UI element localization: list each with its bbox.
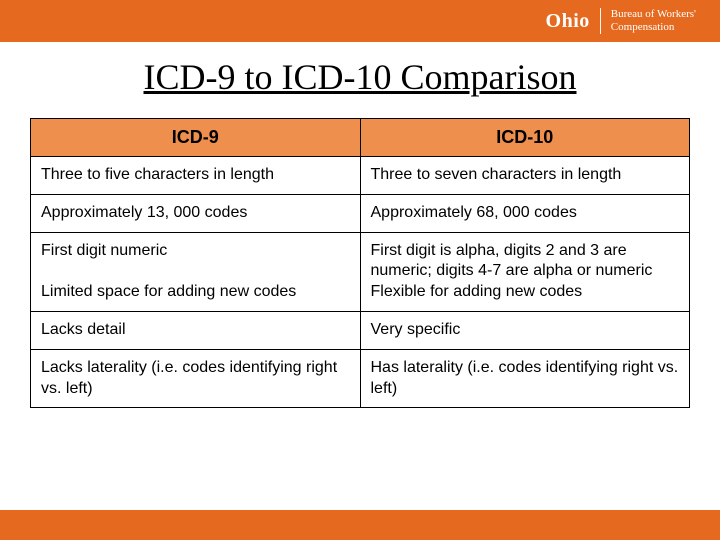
brand-state: Ohio — [546, 10, 590, 33]
table-cell: Has laterality (i.e. codes identifying r… — [360, 349, 690, 408]
table-header-cell: ICD-10 — [360, 119, 690, 157]
table-cell: Approximately 68, 000 codes — [360, 194, 690, 232]
brand: Ohio Bureau of Workers' Compensation — [546, 8, 696, 34]
table-cell: Very specific — [360, 311, 690, 349]
footer-bar — [0, 510, 720, 540]
brand-department: Bureau of Workers' Compensation — [611, 8, 696, 33]
table-cell: First digit numeric Limited space for ad… — [31, 232, 361, 311]
brand-dept-line1: Bureau of Workers' — [611, 8, 696, 20]
page-title: ICD-9 to ICD-10 Comparison — [0, 56, 720, 98]
table-header-cell: ICD-9 — [31, 119, 361, 157]
brand-separator — [600, 8, 601, 34]
table-cell: Lacks laterality (i.e. codes identifying… — [31, 349, 361, 408]
comparison-table-container: ICD-9 ICD-10 Three to five characters in… — [0, 118, 720, 408]
comparison-table: ICD-9 ICD-10 Three to five characters in… — [30, 118, 690, 408]
header-bar: Ohio Bureau of Workers' Compensation — [0, 0, 720, 42]
table-cell: Approximately 13, 000 codes — [31, 194, 361, 232]
table-row: Approximately 13, 000 codes Approximatel… — [31, 194, 690, 232]
table-row: Lacks laterality (i.e. codes identifying… — [31, 349, 690, 408]
table-cell: First digit is alpha, digits 2 and 3 are… — [360, 232, 690, 311]
brand-dept-line2: Compensation — [611, 21, 675, 33]
table-cell: Three to five characters in length — [31, 157, 361, 195]
table-cell: Lacks detail — [31, 311, 361, 349]
table-row: Lacks detail Very specific — [31, 311, 690, 349]
table-header-row: ICD-9 ICD-10 — [31, 119, 690, 157]
table-row: First digit numeric Limited space for ad… — [31, 232, 690, 311]
table-cell: Three to seven characters in length — [360, 157, 690, 195]
table-row: Three to five characters in length Three… — [31, 157, 690, 195]
